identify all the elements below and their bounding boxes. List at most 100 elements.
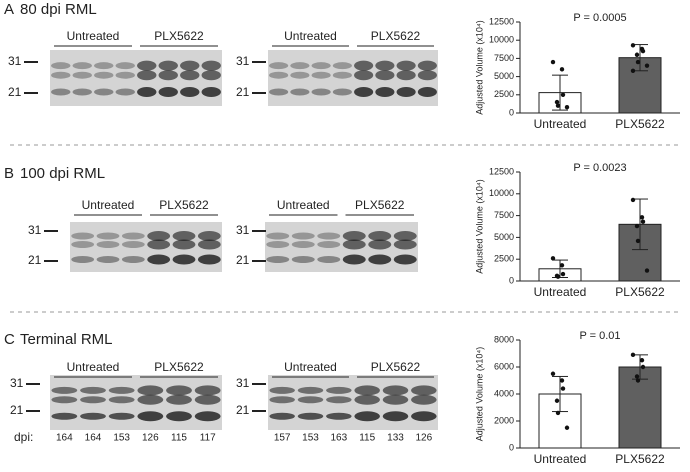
dpi-value: 164 — [56, 433, 73, 444]
dpi-value: 133 — [387, 433, 404, 444]
band — [417, 60, 437, 71]
band — [96, 241, 120, 248]
y-tick-label: 5000 — [494, 232, 514, 242]
band — [269, 386, 295, 394]
data-point — [560, 271, 566, 277]
band — [108, 412, 135, 420]
band — [269, 71, 289, 79]
group-label: Untreated — [67, 360, 120, 374]
dpi-value: 115 — [359, 433, 375, 444]
dpi-value: 157 — [274, 433, 291, 444]
band — [137, 87, 157, 97]
p-value: P = 0.0023 — [573, 162, 626, 174]
band — [396, 60, 416, 71]
band — [291, 241, 315, 248]
data-point — [639, 358, 645, 363]
data-point — [554, 398, 560, 403]
band — [80, 386, 106, 394]
band — [115, 71, 135, 79]
band — [51, 396, 78, 404]
band — [368, 231, 392, 241]
band — [80, 412, 106, 420]
dpi-value: 115 — [171, 433, 187, 444]
data-point — [634, 374, 640, 379]
group-label: Untreated — [284, 360, 337, 374]
error-bar — [552, 74, 568, 111]
band — [166, 411, 192, 422]
band — [393, 254, 417, 265]
error-bar — [552, 375, 568, 413]
data-point — [564, 425, 570, 430]
panel-title: Terminal RML — [20, 331, 113, 348]
band — [147, 254, 171, 265]
band — [417, 87, 437, 97]
marker-label: 21 — [236, 253, 250, 267]
data-point — [634, 52, 640, 57]
data-point — [635, 378, 641, 383]
band — [108, 396, 135, 404]
band — [354, 87, 374, 97]
band — [51, 88, 71, 96]
band — [172, 231, 196, 241]
dpi-value: 153 — [302, 433, 319, 444]
group-label: Untreated — [284, 29, 337, 43]
band — [269, 88, 289, 96]
y-tick-label: 6000 — [494, 361, 514, 371]
band — [166, 394, 192, 405]
band — [121, 232, 145, 240]
data-point — [564, 104, 570, 110]
data-point — [635, 59, 641, 65]
data-point — [630, 68, 636, 73]
y-tick-label: 7500 — [494, 210, 514, 220]
data-point — [630, 197, 636, 203]
data-point — [630, 352, 636, 358]
band — [158, 60, 178, 71]
marker-label: 31 — [8, 54, 22, 68]
y-tick-label: 10000 — [489, 188, 514, 198]
band — [158, 70, 178, 81]
band — [375, 87, 395, 97]
band — [411, 411, 437, 422]
band — [393, 231, 417, 241]
group-label: Untreated — [82, 198, 135, 212]
band — [417, 70, 437, 81]
band — [201, 70, 221, 81]
data-point — [550, 371, 556, 376]
group-label: PLX5622 — [371, 29, 421, 43]
group-label: Untreated — [277, 198, 330, 212]
band — [71, 232, 95, 240]
data-point — [644, 63, 650, 68]
band — [354, 411, 380, 422]
band — [290, 71, 310, 79]
y-axis-label: Adjusted Volume (x10⁴) — [474, 20, 484, 114]
data-point — [559, 378, 565, 383]
band — [269, 412, 295, 420]
band — [332, 88, 352, 96]
band — [332, 71, 352, 79]
p-value: P = 0.0005 — [573, 12, 626, 24]
group-label: PLX5622 — [159, 198, 209, 212]
band — [297, 386, 324, 394]
band — [266, 241, 290, 248]
band — [354, 385, 380, 396]
band — [194, 394, 221, 405]
band — [147, 239, 171, 250]
band — [108, 386, 135, 394]
band — [194, 385, 221, 396]
y-tick-label: 10000 — [489, 35, 514, 45]
band — [51, 62, 71, 70]
y-tick-label: 8000 — [494, 334, 514, 344]
data-point — [559, 67, 565, 72]
x-tick-label: PLX5622 — [615, 285, 665, 299]
data-point — [635, 238, 641, 244]
y-tick-label: 7500 — [494, 53, 514, 63]
data-point — [630, 43, 636, 48]
blot — [70, 222, 222, 272]
blot — [50, 375, 222, 430]
band — [137, 70, 157, 81]
dpi-value: 164 — [85, 433, 102, 444]
band — [342, 239, 366, 250]
x-tick-label: PLX5622 — [615, 117, 665, 131]
band — [72, 88, 92, 96]
